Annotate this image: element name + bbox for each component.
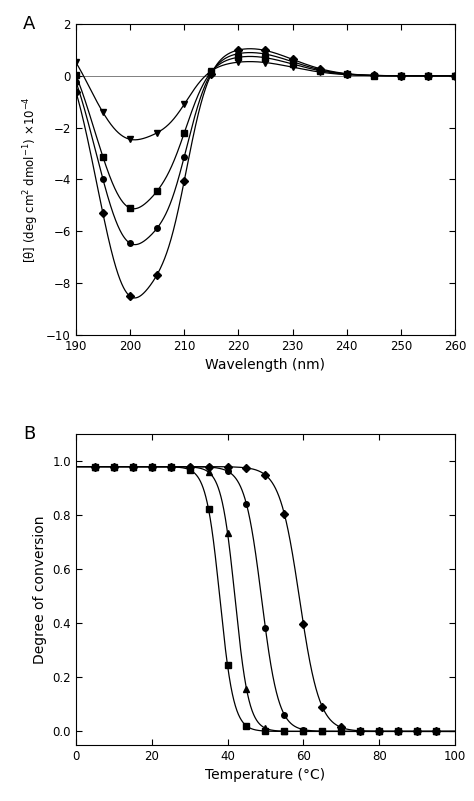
Text: A: A — [23, 14, 35, 33]
X-axis label: Wavelength (nm): Wavelength (nm) — [205, 358, 326, 372]
Y-axis label: [θ] (deg cm$^2$ dmol$^{-1}$) $\times$10$^{-4}$: [θ] (deg cm$^2$ dmol$^{-1}$) $\times$10$… — [21, 96, 41, 263]
Y-axis label: Degree of conversion: Degree of conversion — [33, 515, 47, 664]
X-axis label: Temperature (°C): Temperature (°C) — [205, 768, 326, 783]
Text: B: B — [23, 425, 35, 443]
